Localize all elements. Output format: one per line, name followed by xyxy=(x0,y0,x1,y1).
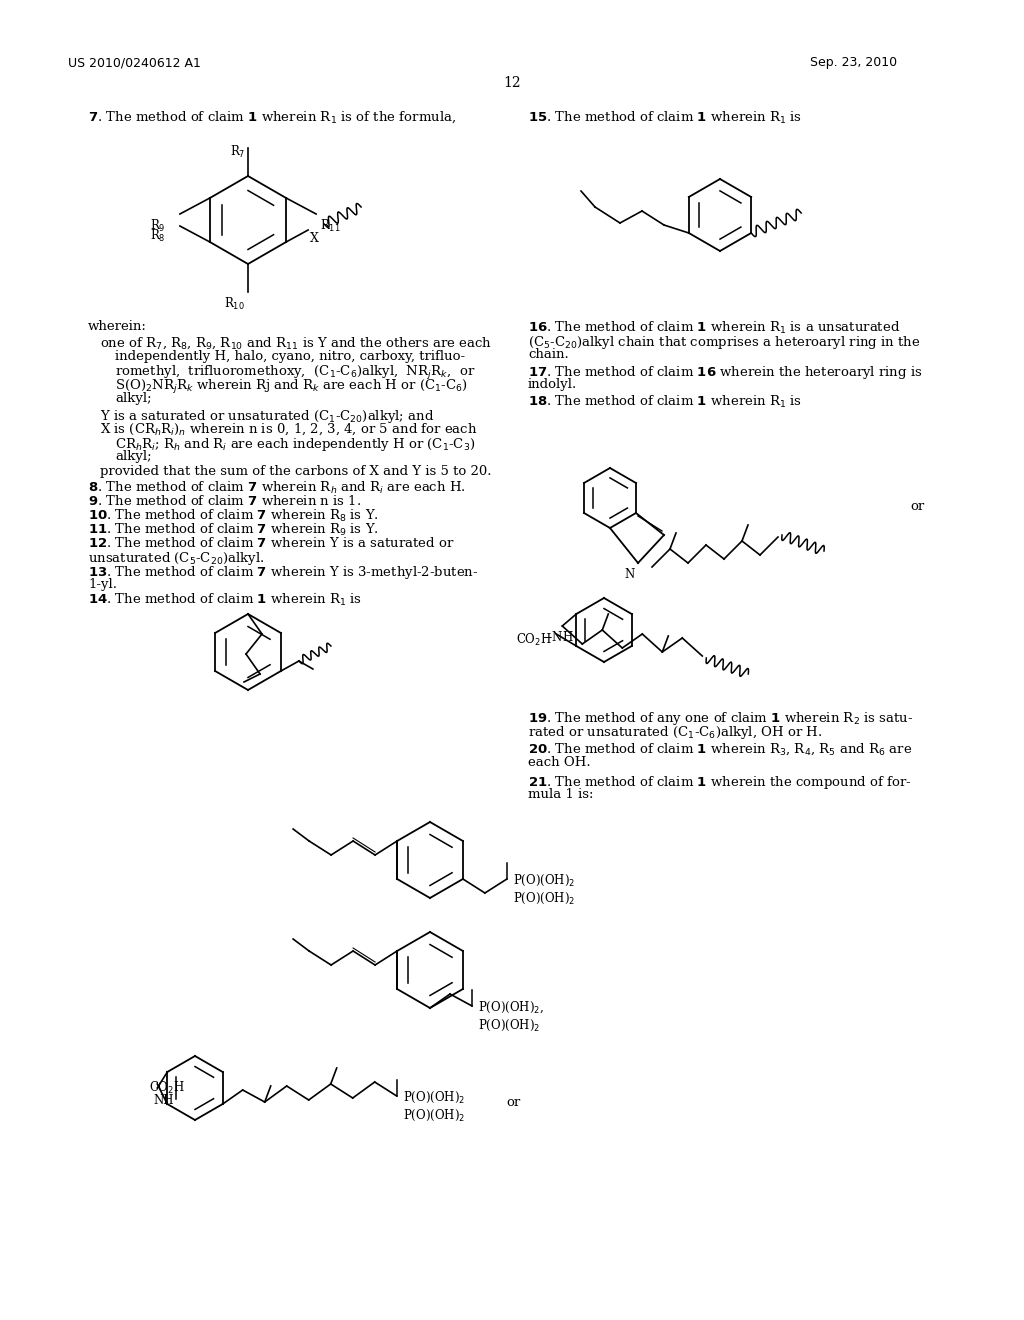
Text: US 2010/0240612 A1: US 2010/0240612 A1 xyxy=(68,55,201,69)
Text: (C$_5$-C$_{20}$)alkyl chain that comprises a heteroaryl ring in the: (C$_5$-C$_{20}$)alkyl chain that compris… xyxy=(528,334,921,351)
Text: $-$NH: $-$NH xyxy=(543,630,574,644)
Text: or: or xyxy=(507,1096,521,1109)
Text: independently H, halo, cyano, nitro, carboxy, trifluo-: independently H, halo, cyano, nitro, car… xyxy=(115,350,465,363)
Text: CO$_2$H: CO$_2$H xyxy=(150,1080,185,1096)
Text: Y is a saturated or unsaturated (C$_1$-C$_{20}$)alkyl; and: Y is a saturated or unsaturated (C$_1$-C… xyxy=(100,408,434,425)
Text: R$_7$: R$_7$ xyxy=(230,144,246,160)
Text: $\mathbf{15}$. The method of claim $\mathbf{1}$ wherein R$_1$ is: $\mathbf{15}$. The method of claim $\mat… xyxy=(528,110,802,127)
Text: $\mathbf{9}$. The method of claim $\mathbf{7}$ wherein n is 1.: $\mathbf{9}$. The method of claim $\math… xyxy=(88,494,361,508)
Text: indolyl.: indolyl. xyxy=(528,378,578,391)
Text: $\mathbf{14}$. The method of claim $\mathbf{1}$ wherein R$_1$ is: $\mathbf{14}$. The method of claim $\mat… xyxy=(88,591,362,609)
Text: alkyl;: alkyl; xyxy=(115,392,152,405)
Text: $\mathbf{19}$. The method of any one of claim $\mathbf{1}$ wherein R$_2$ is satu: $\mathbf{19}$. The method of any one of … xyxy=(528,710,913,727)
Text: Sep. 23, 2010: Sep. 23, 2010 xyxy=(810,55,897,69)
Text: CR$_h$R$_i$; R$_h$ and R$_i$ are each independently H or (C$_1$-C$_3$): CR$_h$R$_i$; R$_h$ and R$_i$ are each in… xyxy=(115,436,475,453)
Text: $\mathbf{7}$. The method of claim $\mathbf{1}$ wherein R$_1$ is of the formula,: $\mathbf{7}$. The method of claim $\math… xyxy=(88,110,456,125)
Text: 1-yl.: 1-yl. xyxy=(88,578,117,591)
Text: $\mathbf{21}$. The method of claim $\mathbf{1}$ wherein the compound of for-: $\mathbf{21}$. The method of claim $\mat… xyxy=(528,774,911,791)
Text: R$_{11}$: R$_{11}$ xyxy=(321,218,341,234)
Text: or: or xyxy=(910,500,925,513)
Text: P(O)(OH)$_2$: P(O)(OH)$_2$ xyxy=(513,891,575,907)
Text: provided that the sum of the carbons of X and Y is 5 to 20.: provided that the sum of the carbons of … xyxy=(100,465,492,478)
Text: wherein:: wherein: xyxy=(88,319,146,333)
Text: P(O)(OH)$_2$: P(O)(OH)$_2$ xyxy=(402,1107,465,1123)
Text: NH: NH xyxy=(154,1094,174,1107)
Text: P(O)(OH)$_2$: P(O)(OH)$_2$ xyxy=(402,1090,465,1105)
Text: each OH.: each OH. xyxy=(528,756,591,770)
Text: $\mathbf{10}$. The method of claim $\mathbf{7}$ wherein R$_8$ is Y.: $\mathbf{10}$. The method of claim $\mat… xyxy=(88,508,379,524)
Text: R$_9$: R$_9$ xyxy=(150,218,166,234)
Text: CO$_2$H: CO$_2$H xyxy=(516,632,552,648)
Text: $\mathbf{20}$. The method of claim $\mathbf{1}$ wherein R$_3$, R$_4$, R$_5$ and : $\mathbf{20}$. The method of claim $\mat… xyxy=(528,742,912,758)
Text: mula 1 is:: mula 1 is: xyxy=(528,788,594,801)
Text: unsaturated (C$_5$-C$_{20}$)alkyl.: unsaturated (C$_5$-C$_{20}$)alkyl. xyxy=(88,550,264,568)
Text: X is (CR$_h$R$_i$)$_n$ wherein n is 0, 1, 2, 3, 4, or 5 and for each: X is (CR$_h$R$_i$)$_n$ wherein n is 0, 1… xyxy=(100,422,477,437)
Text: P(O)(OH)$_2$: P(O)(OH)$_2$ xyxy=(478,1018,541,1034)
Text: S(O)$_2$NR$_j$R$_k$ wherein Rj and R$_k$ are each H or (C$_1$-C$_6$): S(O)$_2$NR$_j$R$_k$ wherein Rj and R$_k$… xyxy=(115,378,468,396)
Text: $\mathbf{17}$. The method of claim $\mathbf{16}$ wherein the heteroaryl ring is: $\mathbf{17}$. The method of claim $\mat… xyxy=(528,364,923,381)
Text: 12: 12 xyxy=(503,77,521,90)
Text: chain.: chain. xyxy=(528,348,568,360)
Text: $\mathbf{16}$. The method of claim $\mathbf{1}$ wherein R$_1$ is a unsaturated: $\mathbf{16}$. The method of claim $\mat… xyxy=(528,319,900,337)
Text: P(O)(OH)$_2$,: P(O)(OH)$_2$, xyxy=(478,1001,544,1015)
Text: rated or unsaturated (C$_1$-C$_6$)alkyl, OH or H.: rated or unsaturated (C$_1$-C$_6$)alkyl,… xyxy=(528,723,822,741)
Text: N: N xyxy=(624,568,634,581)
Text: one of R$_7$, R$_8$, R$_9$, R$_{10}$ and R$_{11}$ is Y and the others are each: one of R$_7$, R$_8$, R$_9$, R$_{10}$ and… xyxy=(100,337,492,351)
Text: $\mathbf{13}$. The method of claim $\mathbf{7}$ wherein Y is 3-methyl-2-buten-: $\mathbf{13}$. The method of claim $\mat… xyxy=(88,564,478,581)
Text: alkyl;: alkyl; xyxy=(115,450,152,463)
Text: R$_{10}$: R$_{10}$ xyxy=(223,296,245,312)
Text: romethyl,  trifluoromethoxy,  (C$_1$-C$_6$)alkyl,  NR$_j$R$_k$,  or: romethyl, trifluoromethoxy, (C$_1$-C$_6$… xyxy=(115,364,475,381)
Text: $\mathbf{12}$. The method of claim $\mathbf{7}$ wherein Y is a saturated or: $\mathbf{12}$. The method of claim $\mat… xyxy=(88,536,455,550)
Text: $\mathbf{11}$. The method of claim $\mathbf{7}$ wherein R$_9$ is Y.: $\mathbf{11}$. The method of claim $\mat… xyxy=(88,521,379,539)
Text: $\mathbf{8}$. The method of claim $\mathbf{7}$ wherein R$_h$ and R$_i$ are each : $\mathbf{8}$. The method of claim $\math… xyxy=(88,480,466,496)
Text: R$_8$: R$_8$ xyxy=(150,228,166,244)
Text: $\mathbf{18}$. The method of claim $\mathbf{1}$ wherein R$_1$ is: $\mathbf{18}$. The method of claim $\mat… xyxy=(528,393,802,411)
Text: X: X xyxy=(310,232,319,246)
Text: P(O)(OH)$_2$: P(O)(OH)$_2$ xyxy=(513,873,575,888)
